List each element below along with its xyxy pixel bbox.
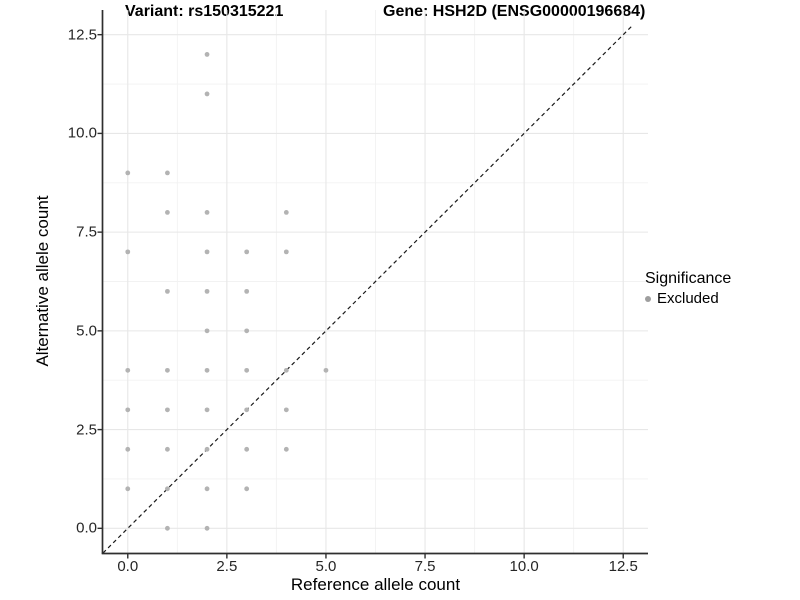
legend-item-label: Excluded <box>657 290 719 307</box>
data-point <box>204 525 210 531</box>
data-point <box>204 407 210 413</box>
data-point <box>125 367 131 373</box>
gene-title: Gene: HSH2D (ENSG00000196684) <box>383 3 646 20</box>
data-point <box>204 52 210 57</box>
data-point <box>125 486 131 492</box>
data-point <box>204 367 210 373</box>
data-point <box>204 91 210 97</box>
data-point <box>125 446 131 452</box>
data-point <box>165 170 170 176</box>
y-tick-label: 10.0 <box>67 124 97 142</box>
data-point <box>244 367 250 373</box>
legend-item-excluded: Excluded <box>645 290 731 307</box>
data-point <box>283 407 289 413</box>
x-tick-label: 10.0 <box>509 558 539 575</box>
data-point <box>165 288 170 294</box>
x-tick-label: 7.5 <box>414 558 436 575</box>
data-point <box>283 209 289 215</box>
data-point <box>204 486 210 492</box>
x-tick-label: 0.0 <box>117 558 139 575</box>
data-point <box>244 446 250 452</box>
y-tick-label: 12.5 <box>67 26 97 44</box>
y-tick-label: 7.5 <box>76 223 97 241</box>
data-point <box>125 407 131 413</box>
data-point <box>165 446 170 452</box>
data-point <box>165 209 170 215</box>
y-tick-label: 2.5 <box>76 421 97 439</box>
data-point <box>165 367 170 373</box>
data-point <box>323 367 329 373</box>
x-axis-title: Reference allele count <box>290 575 461 594</box>
legend-title: Significance <box>645 270 732 287</box>
data-point <box>204 209 210 215</box>
data-point <box>244 407 250 413</box>
data-point <box>204 249 210 255</box>
data-point <box>125 249 131 255</box>
data-point <box>204 288 210 294</box>
data-point <box>165 486 170 492</box>
y-tick-label: 0.0 <box>76 519 97 537</box>
data-point <box>244 328 250 334</box>
identity-dashed-line <box>102 25 633 554</box>
data-point <box>204 328 210 334</box>
data-point <box>244 288 250 294</box>
data-point <box>283 446 289 452</box>
data-point <box>283 367 289 373</box>
data-point <box>283 249 289 255</box>
data-point <box>244 249 250 255</box>
x-tick-label: 2.5 <box>216 558 238 575</box>
x-tick-label: 12.5 <box>608 558 638 575</box>
data-point <box>244 486 250 492</box>
y-axis-title: Alternative allele count <box>33 195 52 367</box>
data-point <box>204 446 210 452</box>
variant-title: Variant: rs150315221 <box>125 3 284 20</box>
data-point <box>165 525 170 531</box>
data-point <box>125 170 131 176</box>
legend-excluded-dot-icon <box>645 295 651 302</box>
x-tick-label: 5.0 <box>315 558 337 575</box>
legend: Significance Excluded <box>645 270 731 307</box>
data-point <box>165 407 170 413</box>
y-tick-label: 5.0 <box>76 322 97 340</box>
